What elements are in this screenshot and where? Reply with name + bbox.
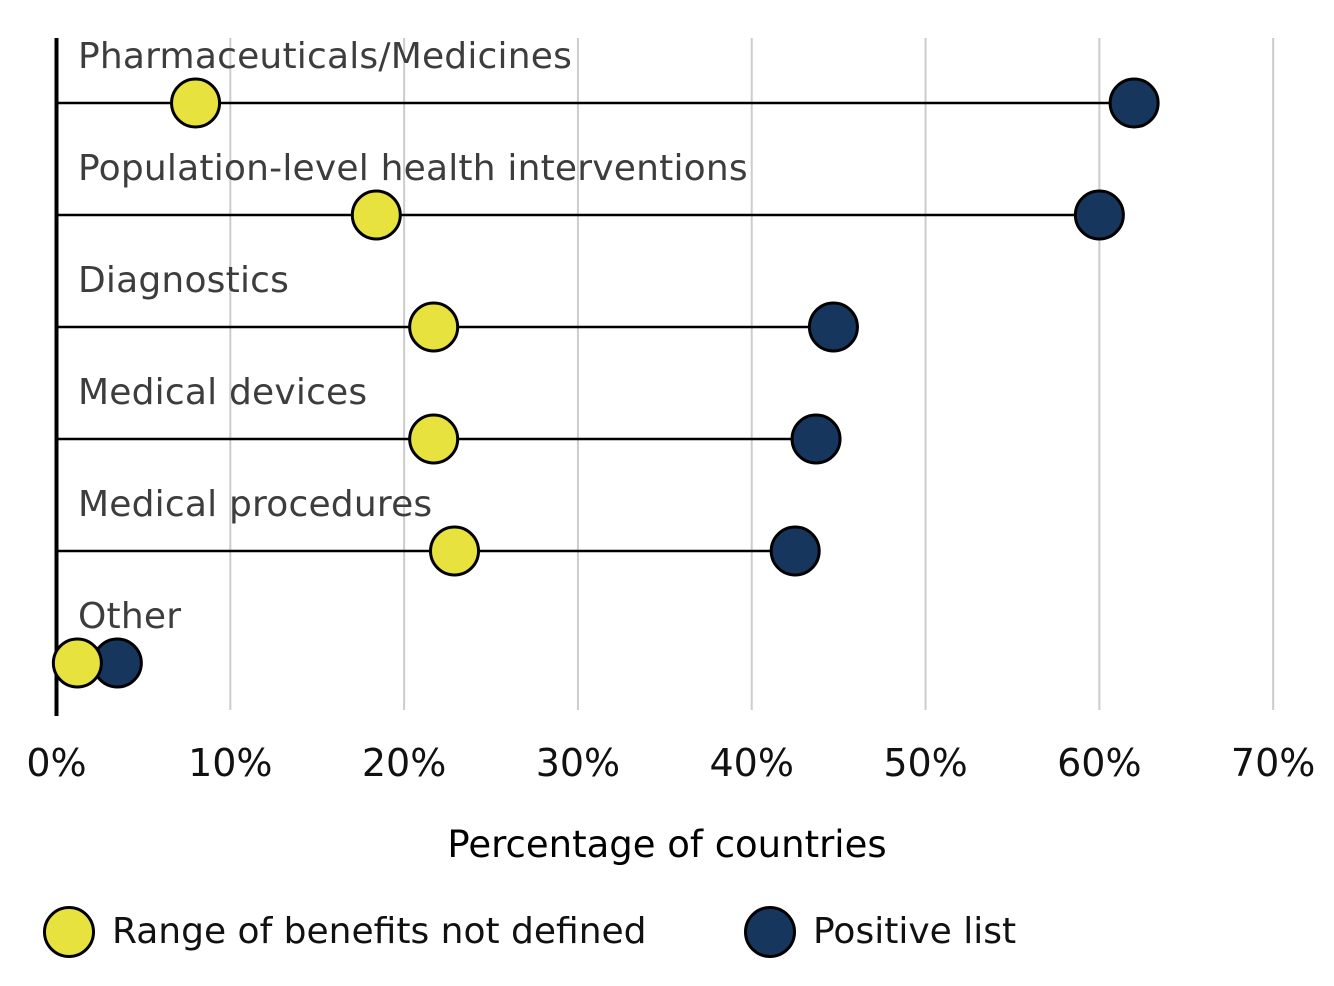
dot-not-defined-2 [350, 189, 402, 241]
category-label-1: Pharmaceuticals/Medicines [78, 36, 573, 77]
category-label-6: Other [78, 596, 182, 637]
dot-positive-list-4 [790, 413, 842, 465]
x-tick-20-percent: 20% [361, 741, 447, 785]
legend-item-positive-list: Positive list [744, 903, 1016, 961]
x-tick-60-percent: 60% [1057, 741, 1142, 785]
x-tick-70-percent: 70% [1230, 741, 1316, 785]
category-label-4: Medical devices [78, 372, 368, 413]
dot-not-defined-5 [429, 525, 481, 577]
legend-label-not-defined: Range of benefits not defined [112, 911, 647, 952]
dot-not-defined-3 [408, 301, 460, 353]
dot-not-defined-1 [170, 77, 222, 129]
dot-positive-list-2 [1073, 189, 1125, 241]
dot-not-defined-6 [51, 637, 103, 689]
dot-positive-list-5 [769, 525, 821, 577]
dot-positive-list-1 [1108, 77, 1160, 129]
legend-label-positive-list: Positive list [813, 911, 1017, 952]
category-label-5: Medical procedures [78, 484, 433, 525]
dot-positive-list-3 [807, 301, 859, 353]
x-tick-0-percent: 0% [26, 741, 87, 785]
category-label-2: Population-level health interventions [78, 148, 748, 189]
x-axis-title: Percentage of countries [447, 823, 887, 866]
category-label-3: Diagnostics [78, 260, 290, 301]
legend-item-not-defined: Range of benefits not defined [43, 903, 647, 961]
dot-not-defined-4 [408, 413, 460, 465]
x-tick-40-percent: 40% [709, 741, 794, 785]
legend-swatch-navy-circle [744, 906, 796, 958]
legend: Range of benefits not defined Positive l… [0, 903, 1334, 963]
legend-swatch-yellow-circle [43, 906, 95, 958]
x-tick-30-percent: 30% [535, 741, 621, 785]
x-tick-10-percent: 10% [188, 741, 273, 785]
x-tick-50-percent: 50% [883, 741, 968, 785]
